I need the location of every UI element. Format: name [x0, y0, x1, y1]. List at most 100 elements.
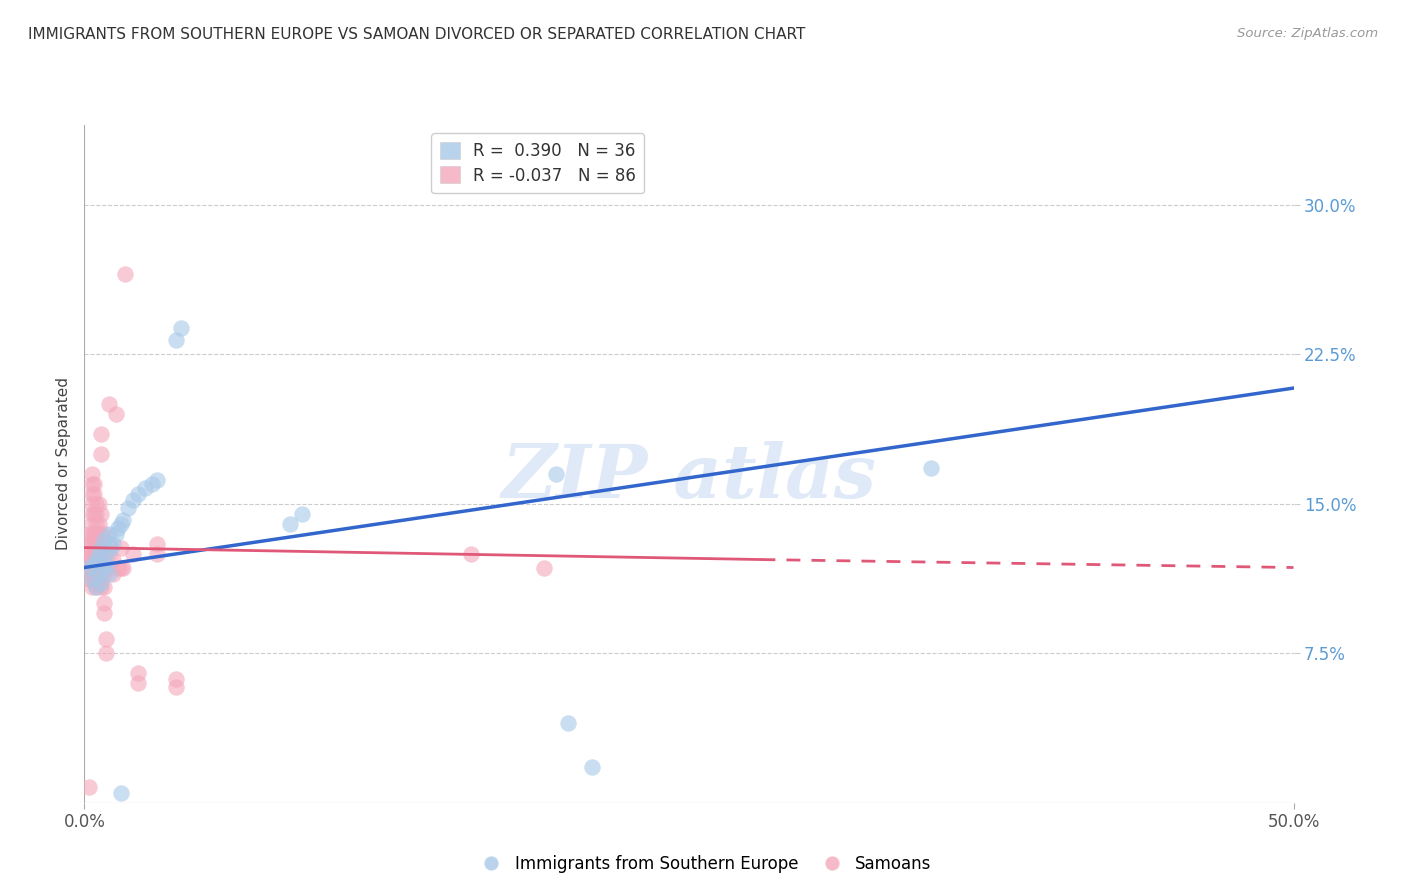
Point [146, 473, 169, 487]
Point [83, 487, 105, 501]
Point [112, 513, 135, 527]
Point [77, 573, 100, 587]
Point [93, 526, 115, 541]
Point [87, 552, 110, 566]
Point [581, 760, 603, 774]
Point [86, 536, 108, 550]
Point [104, 526, 127, 541]
Legend: R =  0.390   N = 36, R = -0.037   N = 86: R = 0.390 N = 36, R = -0.037 N = 86 [432, 133, 644, 193]
Point [80, 581, 103, 595]
Point [76, 560, 98, 574]
Point [93, 566, 115, 581]
Point [87, 541, 110, 555]
Point [87, 560, 110, 574]
Point [86, 552, 108, 566]
Point [93, 581, 115, 595]
Point [80, 573, 103, 587]
Point [94, 547, 117, 561]
Point [97, 526, 120, 541]
Point [87, 526, 110, 541]
Point [110, 560, 132, 574]
Point [146, 547, 169, 561]
Point [83, 560, 105, 574]
Point [107, 521, 129, 535]
Point [90, 560, 112, 574]
Point [533, 560, 555, 574]
Point [80, 566, 103, 581]
Point [83, 476, 105, 491]
Point [77, 547, 100, 561]
Point [100, 541, 122, 555]
Point [86, 547, 108, 561]
Point [83, 576, 105, 591]
Point [90, 507, 112, 521]
Point [87, 576, 110, 591]
Point [86, 516, 108, 531]
Point [83, 547, 105, 561]
Point [80, 516, 103, 531]
Point [165, 680, 187, 694]
Point [77, 536, 100, 550]
Point [87, 566, 110, 581]
Point [110, 541, 132, 555]
Point [87, 566, 110, 581]
Point [104, 407, 127, 421]
Point [80, 526, 103, 541]
Point [90, 581, 112, 595]
Point [77, 566, 100, 581]
Point [90, 426, 112, 441]
Point [121, 492, 143, 507]
Point [80, 507, 103, 521]
Point [134, 481, 156, 495]
Point [86, 526, 108, 541]
Point [94, 646, 117, 660]
Point [97, 536, 120, 550]
Point [76, 552, 98, 566]
Point [110, 786, 132, 800]
Legend: Immigrants from Southern Europe, Samoans: Immigrants from Southern Europe, Samoans [468, 848, 938, 880]
Point [77, 560, 100, 574]
Point [291, 507, 314, 521]
Point [80, 547, 103, 561]
Text: ZIP atlas: ZIP atlas [502, 442, 876, 514]
Point [90, 447, 112, 461]
Point [90, 526, 112, 541]
Point [103, 552, 125, 566]
Point [86, 557, 108, 571]
Point [544, 467, 567, 481]
Point [86, 507, 108, 521]
Point [86, 581, 108, 595]
Point [83, 566, 105, 581]
Point [77, 780, 100, 794]
Y-axis label: Divorced or Separated: Divorced or Separated [56, 377, 72, 550]
Point [121, 547, 143, 561]
Point [97, 560, 120, 574]
Point [112, 560, 135, 574]
Point [460, 547, 482, 561]
Point [93, 547, 115, 561]
Point [97, 547, 120, 561]
Point [127, 487, 149, 501]
Point [80, 497, 103, 511]
Point [165, 333, 187, 347]
Point [94, 632, 117, 647]
Point [83, 526, 105, 541]
Point [80, 536, 103, 550]
Text: IMMIGRANTS FROM SOUTHERN EUROPE VS SAMOAN DIVORCED OR SEPARATED CORRELATION CHAR: IMMIGRANTS FROM SOUTHERN EUROPE VS SAMOA… [28, 27, 806, 42]
Point [97, 566, 120, 581]
Point [83, 536, 105, 550]
Point [557, 716, 579, 731]
Point [117, 500, 139, 515]
Point [87, 497, 110, 511]
Point [278, 516, 301, 531]
Point [170, 321, 193, 335]
Point [90, 576, 112, 591]
Point [146, 536, 169, 550]
Point [86, 581, 108, 595]
Point [127, 666, 149, 681]
Point [165, 672, 187, 686]
Point [93, 533, 115, 547]
Point [94, 557, 117, 571]
Point [77, 526, 100, 541]
Point [141, 476, 163, 491]
